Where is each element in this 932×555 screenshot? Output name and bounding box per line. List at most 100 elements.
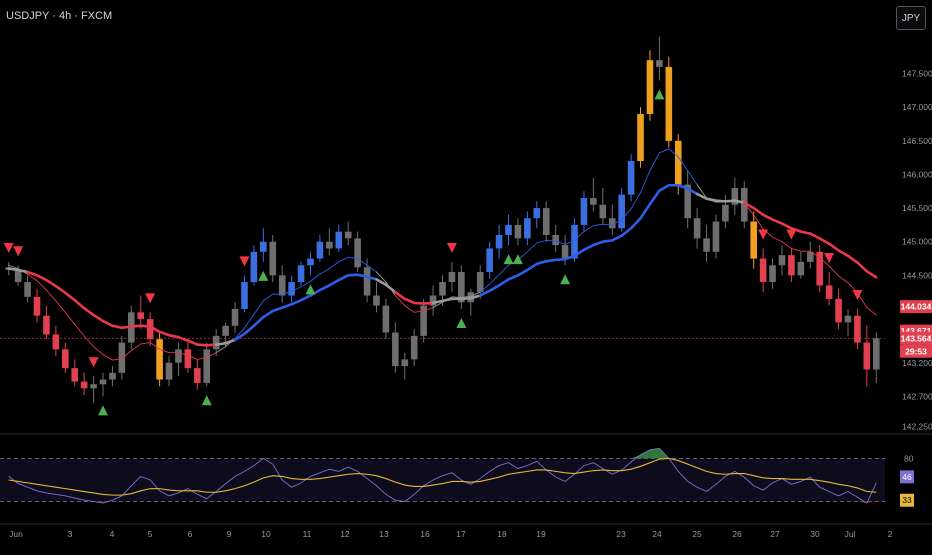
candle-body [854, 315, 861, 343]
buy-signal-icon [258, 270, 269, 281]
sell-signal-icon [13, 246, 24, 257]
ema-slow-segment [808, 232, 822, 240]
candle-body [363, 267, 371, 296]
ema-slow-segment [742, 201, 755, 210]
oscillator-badge-label: 46 [902, 472, 912, 482]
buy-signal-icon [512, 254, 523, 265]
ema-fast-segment [479, 283, 491, 293]
ema-fast-segment [583, 225, 594, 233]
price-tick-label: 142.250 [902, 422, 932, 432]
price-tick-label: 145.000 [902, 237, 932, 247]
ema-slow-segment [705, 197, 718, 203]
ema-slow-segment [158, 330, 171, 337]
time-tick-label: 4 [110, 529, 115, 539]
ema-slow-segment [780, 222, 793, 230]
sell-signal-icon [239, 256, 250, 267]
ema-slow-segment [592, 240, 605, 247]
ema-slow-segment [724, 199, 737, 203]
buy-signal-icon [456, 317, 467, 328]
candle-body [533, 208, 541, 219]
ema-slow-segment [186, 339, 199, 346]
time-tick-label: 27 [770, 529, 780, 539]
candle-body [495, 235, 503, 249]
candle-body [231, 308, 239, 326]
candle-body [420, 305, 427, 336]
ema-slow-segment [252, 315, 265, 328]
candle-body [750, 221, 757, 259]
ema-slow-segment [167, 333, 180, 339]
candle-body [656, 60, 663, 67]
ema-fast-segment [489, 274, 500, 285]
candle-body [184, 349, 192, 369]
ema-slow-segment [290, 298, 303, 306]
ema-fast-segment [545, 239, 557, 242]
ema-slow-segment [328, 278, 341, 287]
candle-body [646, 60, 654, 114]
ema-fast-segment [828, 265, 840, 277]
ema-slow-segment [771, 218, 784, 225]
candle-body [759, 258, 767, 283]
price-badge-label: 29:53 [905, 346, 927, 356]
ema-slow-segment [544, 258, 557, 263]
currency-button[interactable]: JPY [896, 6, 926, 30]
price-tick-label: 146.000 [902, 169, 932, 179]
ema-slow-segment [92, 313, 105, 323]
ema-fast-segment [687, 169, 698, 186]
candle-body [33, 296, 41, 316]
ema-slow-segment [818, 237, 831, 246]
candle-body [590, 198, 597, 205]
candle-body [118, 342, 126, 373]
candle-body [429, 295, 437, 306]
time-tick-label: 26 [732, 529, 742, 539]
ema-fast-segment [310, 273, 321, 282]
ema-fast-segment [196, 356, 208, 360]
ema-slow-segment [214, 341, 227, 346]
time-tick-label: 16 [420, 529, 430, 539]
ema-slow-segment [658, 183, 671, 192]
ema-slow-segment [478, 289, 491, 297]
price-tick-label: 147.000 [902, 102, 932, 112]
ema-slow-segment [243, 324, 256, 336]
ema-slow-segment [45, 278, 58, 288]
ema-slow-segment [733, 199, 746, 205]
ema-fast-segment [621, 208, 632, 220]
ema-fast-segment [536, 239, 547, 244]
ema-fast-segment [178, 352, 189, 356]
candle-body [552, 235, 559, 246]
ema-slow-segment [488, 284, 501, 293]
ema-slow-segment [526, 262, 539, 272]
price-badge-label: 144.034 [901, 302, 932, 312]
candle-body [740, 187, 748, 222]
ema-fast-segment [83, 335, 95, 348]
sell-signal-icon [852, 289, 863, 300]
ema-slow-segment [601, 239, 614, 244]
ema-fast-segment [753, 214, 764, 230]
ema-fast-segment [234, 327, 245, 340]
candle-body [816, 251, 824, 286]
candle-body [542, 208, 550, 235]
ema-slow-segment [337, 274, 350, 282]
ema-slow-segment [676, 183, 689, 190]
ema-fast-segment [64, 311, 76, 325]
ema-fast-segment [668, 148, 679, 158]
ema-slow-segment [714, 199, 727, 203]
ema-fast-segment [121, 350, 132, 360]
candle-body [486, 248, 493, 272]
ema-fast-segment [27, 273, 38, 282]
ema-fast-segment [244, 313, 255, 329]
candle-body [269, 241, 277, 276]
ema-fast-segment [338, 256, 349, 263]
ema-slow-segment [686, 187, 699, 196]
ema-slow-segment [309, 288, 322, 297]
ema-fast-segment [658, 148, 670, 154]
ema-slow-segment [365, 275, 378, 281]
candle-body [90, 384, 97, 389]
ema-slow-segment [610, 234, 623, 242]
ema-slow-segment [441, 297, 454, 303]
ema-fast-segment [574, 231, 585, 241]
candle-body [835, 298, 842, 323]
ema-slow-segment [346, 273, 359, 277]
candle-body [872, 338, 880, 370]
